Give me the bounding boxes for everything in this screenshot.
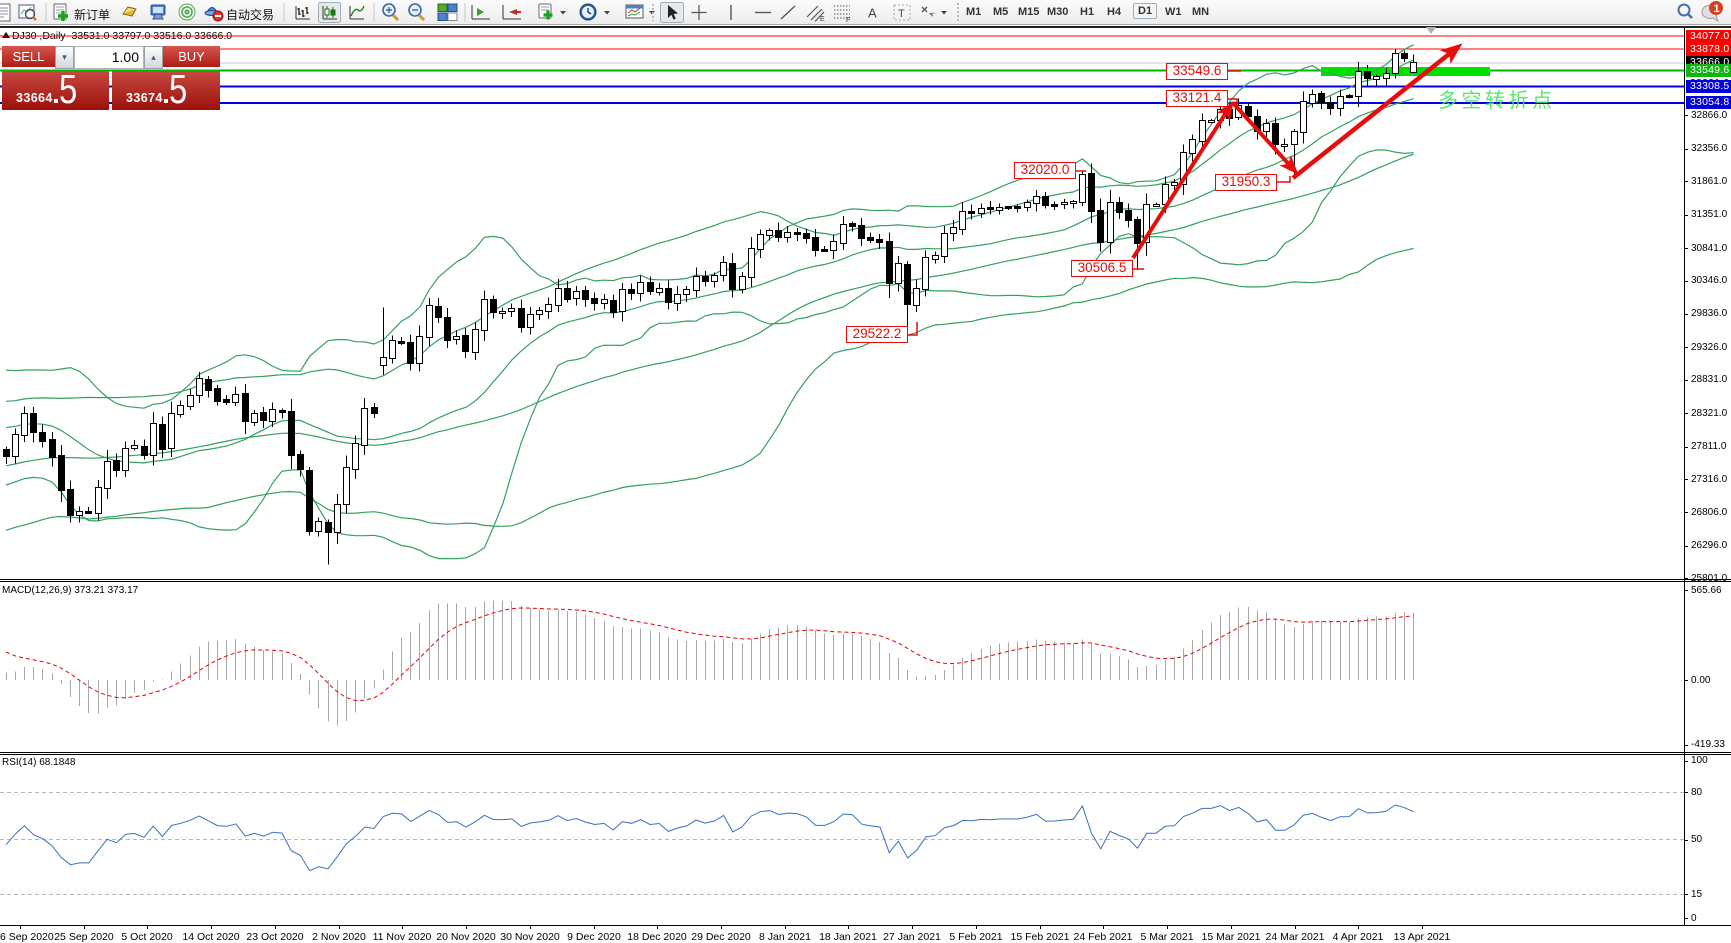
- svg-text:A: A: [868, 6, 877, 21]
- svg-text:E: E: [820, 16, 825, 23]
- svg-text:T: T: [898, 8, 905, 20]
- svg-text:F: F: [846, 17, 850, 24]
- svg-text:1: 1: [1714, 3, 1720, 15]
